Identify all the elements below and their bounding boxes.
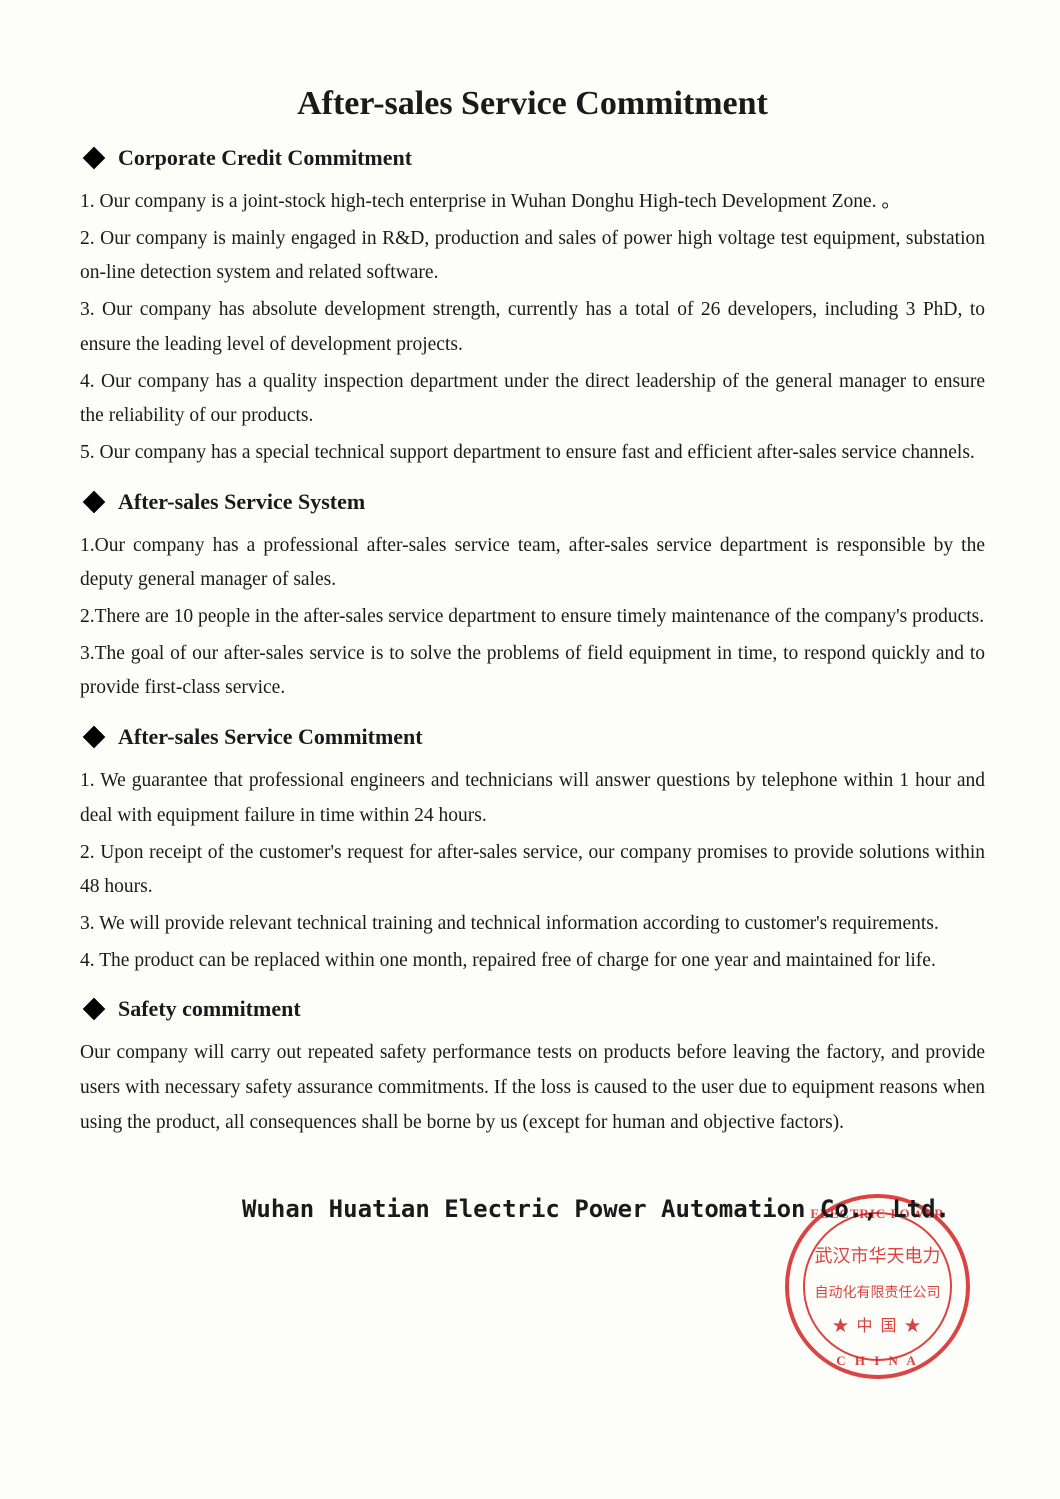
stamp-cjk-line3: ★ 中 国 ★ bbox=[785, 1312, 970, 1336]
stamp-cjk-line2: 自动化有限责任公司 bbox=[785, 1282, 970, 1302]
section-heading: After-sales Service System bbox=[80, 489, 985, 515]
heading-text: After-sales Service System bbox=[118, 489, 365, 515]
list-item: 4. The product can be replaced within on… bbox=[80, 944, 985, 979]
list-item: 1.Our company has a professional after-s… bbox=[80, 529, 985, 598]
list-item: 1. We guarantee that professional engine… bbox=[80, 764, 985, 833]
list-item: 3.The goal of our after-sales service is… bbox=[80, 637, 985, 706]
list-item: Our company will carry out repeated safe… bbox=[80, 1036, 985, 1140]
section-service-system: After-sales Service System 1.Our company… bbox=[80, 489, 985, 707]
list-item: 4. Our company has a quality inspection … bbox=[80, 365, 985, 434]
diamond-icon bbox=[83, 147, 106, 170]
section-service-commitment: After-sales Service Commitment 1. We gua… bbox=[80, 724, 985, 978]
heading-text: After-sales Service Commitment bbox=[118, 724, 423, 750]
list-item: 2.There are 10 people in the after-sales… bbox=[80, 600, 985, 635]
stamp-cjk-line1: 武汉市华天电力 bbox=[785, 1242, 970, 1268]
heading-text: Corporate Credit Commitment bbox=[118, 145, 412, 171]
section-heading: Corporate Credit Commitment bbox=[80, 145, 985, 171]
diamond-icon bbox=[83, 726, 106, 749]
stamp-bottom-text: C H I N A bbox=[785, 1353, 970, 1369]
diamond-icon bbox=[83, 490, 106, 513]
heading-text: Safety commitment bbox=[118, 996, 301, 1022]
diamond-icon bbox=[83, 998, 106, 1021]
signature-company-name: Wuhan Huatian Electric Power Automation … bbox=[80, 1195, 985, 1223]
page-title: After-sales Service Commitment bbox=[80, 85, 985, 123]
section-safety-commitment: Safety commitment Our company will carry… bbox=[80, 996, 985, 1140]
list-item: 3. We will provide relevant technical tr… bbox=[80, 907, 985, 942]
list-item: 2. Upon receipt of the customer's reques… bbox=[80, 836, 985, 905]
section-heading: Safety commitment bbox=[80, 996, 985, 1022]
section-heading: After-sales Service Commitment bbox=[80, 724, 985, 750]
list-item: 1. Our company is a joint-stock high-tec… bbox=[80, 185, 985, 220]
list-item: 5. Our company has a special technical s… bbox=[80, 436, 985, 471]
list-item: 3. Our company has absolute development … bbox=[80, 293, 985, 362]
section-corporate-credit: Corporate Credit Commitment 1. Our compa… bbox=[80, 145, 985, 471]
list-item: 2. Our company is mainly engaged in R&D,… bbox=[80, 222, 985, 291]
